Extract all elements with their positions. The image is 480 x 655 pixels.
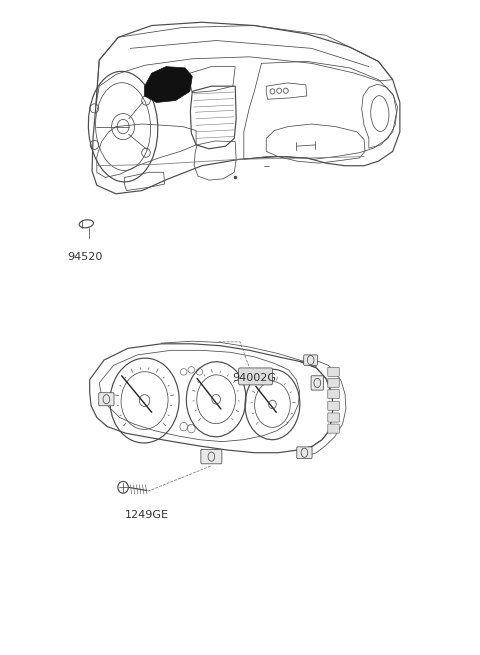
FancyBboxPatch shape [328, 413, 339, 422]
Text: 94520: 94520 [67, 252, 103, 263]
FancyBboxPatch shape [304, 355, 318, 365]
Polygon shape [144, 67, 192, 102]
FancyBboxPatch shape [328, 379, 339, 388]
FancyBboxPatch shape [297, 447, 312, 458]
Text: 94002G: 94002G [232, 373, 276, 383]
FancyBboxPatch shape [328, 390, 339, 399]
FancyBboxPatch shape [328, 424, 339, 433]
Text: 1249GE: 1249GE [125, 510, 169, 520]
FancyBboxPatch shape [328, 367, 339, 377]
FancyBboxPatch shape [99, 393, 114, 405]
FancyBboxPatch shape [328, 402, 339, 410]
FancyBboxPatch shape [201, 449, 222, 464]
FancyBboxPatch shape [311, 376, 324, 390]
FancyBboxPatch shape [239, 368, 273, 385]
